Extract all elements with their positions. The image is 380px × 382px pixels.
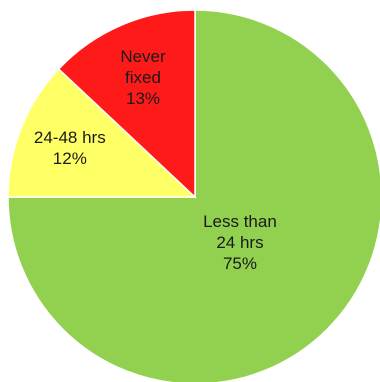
pie-slice-label-0: Less than 24 hrs 75% (203, 212, 277, 273)
pie-slices (7, 9, 380, 382)
slice-category-label: fixed (125, 68, 161, 87)
pie-slice-1 (7, 67, 197, 198)
pie-labels: Less than 24 hrs 75% 24-48 hrs 12% Never fixed… (34, 47, 277, 273)
slice-category-label: Less than (203, 212, 277, 231)
slice-category-label: 24 hrs (216, 233, 263, 252)
pie-slice-2 (57, 9, 196, 199)
pie-slice-0 (7, 9, 380, 382)
slice-category-label: 24-48 hrs (34, 128, 106, 147)
pie-slice-label-1: 24-48 hrs 12% (34, 128, 106, 168)
slice-percent-label: 75% (223, 254, 257, 273)
slice-category-label: Never (120, 47, 166, 66)
pie-slice-label-2: Never fixed 13% (120, 47, 166, 108)
slice-percent-label: 13% (126, 89, 160, 108)
slice-percent-label: 12% (53, 149, 87, 168)
